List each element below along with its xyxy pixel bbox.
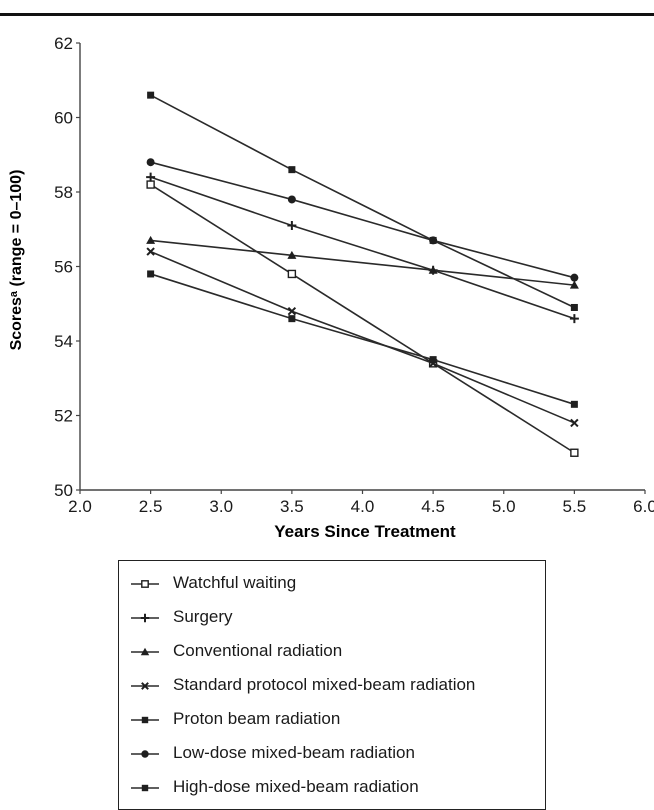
legend-label: Low-dose mixed-beam radiation [173,743,415,762]
line-chart: 50 52 54 56 58 60 62 2.0 2.5 3.0 3.5 4.0 4.5 5.0 5.5 6.… [8,34,654,541]
legend-item: Standard protocol mixed-beam radiation [119,671,545,701]
data-point [570,448,579,457]
legend-marker [131,682,159,690]
y-tick-label: 58 [54,183,73,202]
legend: Watchful waiting Surgery Conventional radi… [118,560,546,810]
y-tick-label: 54 [54,332,73,351]
data-point [147,91,155,99]
chart-axes: 50 52 54 56 58 60 62 2.0 2.5 3.0 3.5 4.0 4.5 5.0 5.5 6.… [54,34,654,516]
y-tick-label: 50 [54,481,73,500]
series-line [150,183,575,454]
legend-label: Watchful waiting [173,573,297,592]
x-tick-label: 4.0 [351,497,375,516]
data-point [287,195,296,204]
legend-marker [131,716,159,724]
data-point [146,172,156,182]
data-point [570,303,578,311]
series-1 [146,172,579,324]
legend-item: Conventional radiation [119,637,545,667]
y-axis-label: Scoresᵃ (range = 0–100) [8,170,25,351]
legend-item: Low-dose mixed-beam radiation [119,739,545,769]
series-line [150,176,575,320]
x-tick-label: 2.5 [139,497,163,516]
data-point [141,580,149,588]
x-tick-label: 3.5 [280,497,304,516]
legend-item: High-dose mixed-beam radiation [119,773,545,803]
legend-marker [131,613,159,623]
series-3 [146,247,579,428]
data-point [569,280,579,289]
series-line [150,161,575,279]
y-tick-label: 56 [54,258,73,277]
x-tick-label: 5.5 [563,497,587,516]
data-point [140,647,150,656]
data-point [570,400,578,408]
data-point [146,235,156,244]
legend-label: Standard protocol mixed-beam radiation [173,675,476,694]
series-line [150,94,575,309]
series-6 [147,91,578,311]
x-axis-label: Years Since Treatment [274,522,456,541]
legend-item: Watchful waiting [119,569,545,599]
legend-label: High-dose mixed-beam radiation [173,777,419,796]
legend-marker [131,647,159,656]
data-point [288,166,296,174]
data-point [288,315,296,323]
series-5 [146,158,579,282]
legend-item: Proton beam radiation [119,705,545,735]
top-rule [0,13,654,16]
data-point [570,273,579,282]
data-point [147,270,155,278]
data-point [429,356,437,364]
legend-marker [131,784,159,792]
data-point [428,265,438,274]
data-point [146,247,155,256]
x-tick-label: 3.0 [209,497,233,516]
data-point [140,613,150,623]
data-point [287,221,297,231]
y-tick-label: 52 [54,407,73,426]
data-point [569,314,579,324]
series-4 [147,270,578,408]
y-tick-label: 62 [54,34,73,53]
data-point [141,716,149,724]
series-layer [146,91,579,457]
data-point [287,306,297,316]
y-tick-label: 60 [54,109,73,128]
data-point [429,236,437,244]
x-tick-label: 5.0 [492,497,516,516]
legend-marker [131,750,159,758]
legend-marker [131,580,159,588]
legend-label: Proton beam radiation [173,709,341,728]
x-tick-label: 6.0 [633,497,654,516]
data-point [146,180,155,189]
data-point [570,418,579,428]
data-point [141,750,149,758]
legend-label: Surgery [173,607,233,626]
legend-item: Surgery [119,603,545,633]
x-tick-label: 2.0 [68,497,92,516]
data-point [146,158,155,167]
data-point [141,682,149,690]
data-point [287,269,297,279]
x-tick-label: 4.5 [421,497,445,516]
series-2 [146,235,579,289]
series-line [150,239,575,286]
series-0 [146,180,579,457]
series-line [150,273,575,406]
data-point [287,250,297,259]
data-point [141,784,149,792]
series-line [150,250,575,424]
legend-label: Conventional radiation [173,641,343,660]
